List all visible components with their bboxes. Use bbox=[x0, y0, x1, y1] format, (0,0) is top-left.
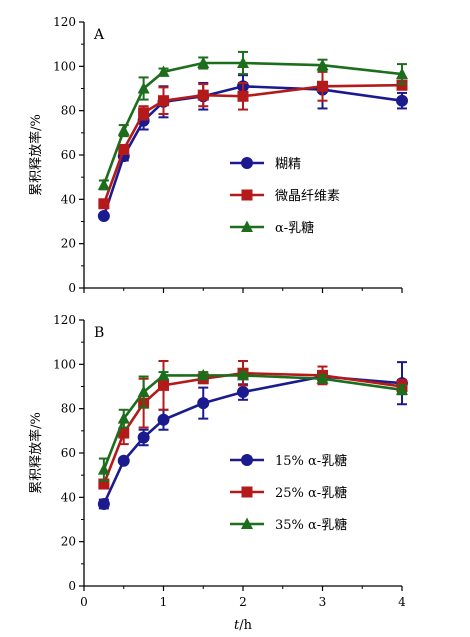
series-line bbox=[102, 61, 403, 186]
legend-entry: 糊精 bbox=[230, 156, 301, 172]
y-tick-label: 60 bbox=[61, 446, 76, 460]
data-point bbox=[97, 497, 110, 510]
series-1 bbox=[98, 70, 408, 210]
y-tick-label: 40 bbox=[61, 490, 76, 504]
legend-marker bbox=[241, 454, 253, 466]
data-point bbox=[158, 379, 169, 391]
y-axis-label: 累积释放率/% bbox=[28, 114, 44, 196]
data-point bbox=[118, 143, 130, 155]
x-tick-label: 0 bbox=[80, 595, 88, 609]
legend-marker bbox=[241, 157, 253, 169]
data-point bbox=[396, 94, 408, 107]
y-tick-label: 0 bbox=[68, 579, 76, 593]
y-tick-label: 100 bbox=[53, 357, 76, 371]
y-tick-label: 20 bbox=[61, 535, 76, 549]
series-line bbox=[102, 374, 403, 471]
y-tick-label: 80 bbox=[61, 104, 76, 118]
series-1 bbox=[98, 360, 408, 490]
y-tick-label: 80 bbox=[61, 402, 76, 416]
data-point bbox=[97, 463, 110, 475]
data-point bbox=[197, 89, 209, 101]
data-point bbox=[317, 80, 328, 92]
legend-entry: 25% α-乳糖 bbox=[230, 485, 347, 501]
legend-entry: 微晶纤维素 bbox=[230, 189, 340, 204]
data-point bbox=[157, 413, 170, 426]
legend-entry: 35% α-乳糖 bbox=[230, 517, 347, 533]
data-point bbox=[197, 368, 210, 381]
data-point bbox=[117, 412, 130, 424]
data-point bbox=[118, 427, 130, 439]
y-tick-label: 0 bbox=[68, 281, 76, 295]
data-point bbox=[98, 478, 110, 490]
legend-entry: 15% α-乳糖 bbox=[230, 453, 347, 469]
data-point bbox=[158, 95, 169, 107]
y-tick-label: 40 bbox=[61, 192, 76, 206]
x-tick-label: 2 bbox=[239, 595, 247, 609]
x-axis-label: t/h bbox=[234, 618, 253, 633]
data-point bbox=[157, 368, 170, 381]
data-point bbox=[197, 56, 210, 69]
data-point bbox=[396, 67, 408, 80]
y-tick-label: 100 bbox=[53, 59, 76, 73]
data-point bbox=[237, 90, 249, 102]
y-tick-label: 120 bbox=[53, 15, 76, 29]
legend-label: 15% α-乳糖 bbox=[275, 453, 347, 469]
data-point bbox=[396, 383, 408, 395]
data-point bbox=[137, 82, 150, 94]
legend-label: 35% α-乳糖 bbox=[275, 517, 347, 533]
data-point bbox=[98, 198, 110, 210]
legend-entry: α-乳糖 bbox=[230, 220, 314, 236]
y-axis-label: 累积释放率/% bbox=[28, 412, 44, 494]
data-point bbox=[137, 385, 150, 398]
legend-label: 25% α-乳糖 bbox=[275, 485, 347, 501]
legend-marker bbox=[241, 486, 253, 498]
y-tick-label: 20 bbox=[61, 237, 76, 251]
data-point bbox=[237, 368, 249, 381]
series-line bbox=[102, 83, 403, 205]
legend-marker bbox=[241, 517, 253, 529]
series-2 bbox=[97, 368, 408, 482]
data-point bbox=[237, 56, 249, 69]
data-point bbox=[316, 372, 329, 384]
data-point bbox=[137, 431, 150, 444]
legend-marker bbox=[241, 220, 253, 232]
x-tick-label: 4 bbox=[398, 595, 406, 609]
data-point bbox=[197, 397, 210, 410]
data-point bbox=[138, 107, 150, 119]
legend-label: 微晶纤维素 bbox=[275, 189, 340, 204]
y-tick-label: 60 bbox=[61, 148, 76, 162]
data-point bbox=[97, 209, 110, 222]
legend-label: α-乳糖 bbox=[275, 220, 314, 236]
panel-label: A bbox=[93, 27, 105, 43]
x-tick-label: 3 bbox=[319, 595, 327, 609]
data-point bbox=[117, 124, 130, 136]
data-point bbox=[97, 178, 110, 190]
data-point bbox=[316, 58, 329, 71]
data-point bbox=[117, 454, 130, 467]
legend-label: 糊精 bbox=[275, 156, 301, 172]
data-point bbox=[396, 79, 408, 91]
legend-marker bbox=[241, 189, 253, 201]
x-tick-label: 1 bbox=[160, 595, 168, 609]
series-2 bbox=[97, 50, 408, 191]
data-point bbox=[157, 65, 170, 77]
data-point bbox=[237, 386, 249, 399]
panel-b: 0 20 40 60 80 100 120 0 1 2 3 4 累积释放率/% t/h B 15% α-乳糖 2… bbox=[28, 313, 408, 633]
y-tick-label: 120 bbox=[53, 313, 76, 327]
panel-label: B bbox=[94, 325, 104, 341]
